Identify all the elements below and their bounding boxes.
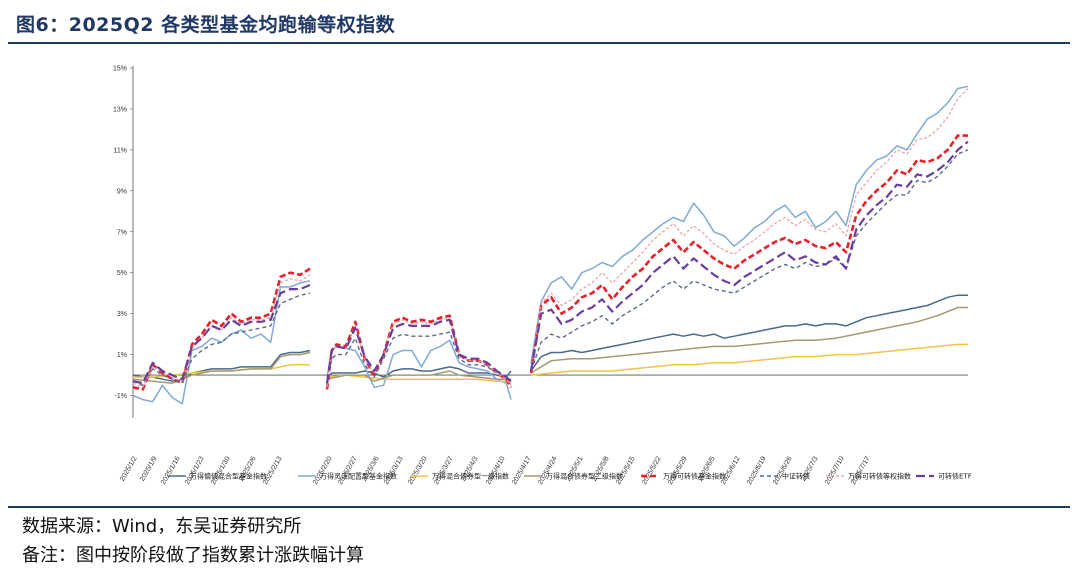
- legend-label: 万得灵活配置型基金指数: [320, 472, 397, 481]
- x-tick-label: 2025/1/2: [119, 455, 139, 482]
- line-chart: 15%13%11%9%7%5%3%1%-1%2025/1/2 2025/1/9 20…: [113, 66, 972, 486]
- series-line: [326, 339, 512, 400]
- footer-rule: [8, 506, 1070, 508]
- legend-label: 可转债ETF: [938, 472, 972, 481]
- x-tick-label: 2025/1/16: [160, 455, 182, 486]
- x-tick-label: 2025/2/13: [262, 455, 284, 486]
- legend-label: 万得混合债券型一级指数: [432, 472, 509, 481]
- legend-label: 万得偏债混合型基金指数: [190, 472, 267, 481]
- series-line: [132, 351, 311, 384]
- series-line: [326, 374, 511, 382]
- series-line: [326, 370, 511, 382]
- y-tick-label: 1%: [117, 352, 127, 359]
- y-tick-label: 11%: [114, 147, 128, 154]
- series-line: [530, 294, 968, 372]
- x-tick-label: 2025/6/19: [746, 455, 768, 486]
- legend-label: 万得可转债等权指数: [848, 472, 911, 481]
- x-tick-label: 2025/3/20: [407, 455, 429, 486]
- x-tick-label: 2025/2/20: [312, 455, 334, 486]
- series-line: [326, 366, 512, 378]
- x-tick-label: 2025/4/24: [537, 455, 559, 486]
- source-text: 数据来源：Wind，东吴证券研究所: [22, 516, 302, 537]
- x-tick-label: 2025/3/13: [383, 455, 405, 486]
- x-tick-label: 2025/4/10: [485, 455, 507, 486]
- series-line: [530, 343, 968, 376]
- legend-label: 万得可转债基金指数: [663, 472, 726, 481]
- y-tick-label: 13%: [113, 106, 127, 113]
- series-line: [529, 134, 968, 374]
- y-tick-label: 9%: [117, 188, 127, 195]
- x-tick-label: 2025/6/26: [772, 455, 794, 486]
- y-tick-label: 7%: [117, 229, 127, 236]
- series-line: [530, 306, 968, 374]
- x-tick-label: 2025/2/27: [337, 455, 359, 486]
- y-tick-label: 15%: [113, 66, 127, 73]
- figure-title: 图6：2025Q2 各类型基金均跑输等权指数: [16, 14, 396, 36]
- series-line: [132, 280, 311, 405]
- x-tick-label: 2025/1/9: [139, 455, 159, 482]
- x-tick-label: 2025/4/17: [511, 455, 533, 486]
- series-line: [132, 267, 311, 391]
- x-tick-label: 2025/5/15: [615, 455, 637, 486]
- series-line: [132, 274, 311, 388]
- x-tick-label: 2025/3/27: [433, 455, 455, 486]
- series-line: [325, 318, 512, 384]
- x-tick-label: 2025/7/10: [824, 455, 846, 486]
- y-tick-label: -1%: [115, 393, 127, 400]
- x-tick-label: 2025/1/30: [210, 455, 232, 486]
- x-tick-label: 2025/5/22: [641, 455, 663, 486]
- x-tick-label: 2025/1/23: [184, 455, 206, 486]
- legend-label: 中证转债: [782, 472, 810, 481]
- series-line: [530, 149, 969, 372]
- title-rule: [8, 42, 1070, 44]
- legend-label: 万得混合债券型二级指数: [546, 472, 623, 481]
- y-tick-label: 3%: [117, 311, 127, 318]
- x-tick-label: 2025/7/17: [850, 455, 872, 486]
- series-line: [529, 140, 969, 372]
- series-line: [530, 88, 969, 369]
- x-tick-label: 2025/5/29: [667, 455, 689, 486]
- series-line: [530, 85, 969, 363]
- series-line: [326, 331, 512, 386]
- series-line: [326, 317, 512, 388]
- x-tick-label: 2025/6/12: [720, 455, 742, 486]
- series-line: [132, 349, 311, 382]
- y-tick-label: 5%: [117, 270, 127, 277]
- note-text: 备注：图中按阶段做了指数累计涨跌幅计算: [22, 545, 364, 566]
- series-line: [132, 283, 311, 385]
